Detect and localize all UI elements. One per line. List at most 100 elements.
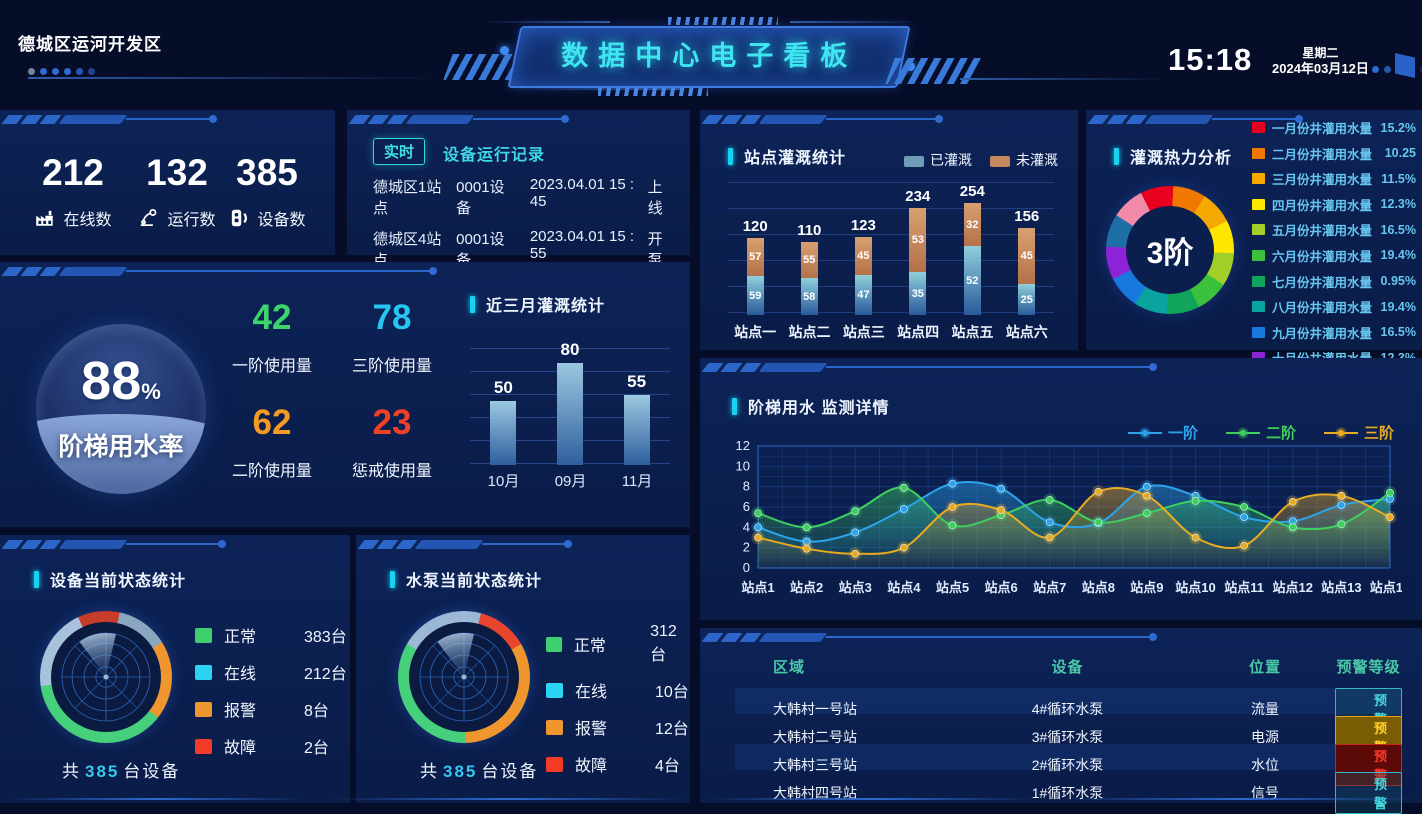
heat-analysis-title: 灌溉热力分析 [1114,144,1232,168]
device-total: 共 385 台设备 [62,757,180,782]
data-point [1045,518,1054,527]
stacked-bar: 110 55 58 [797,222,821,315]
x-axis-label: 站点六 [1005,324,1048,340]
bar: 53 35 [909,208,927,315]
page-title: 数据中心电子看板 [561,41,858,71]
panel-top-decoration [1,538,226,550]
legend-value: 10台 [655,684,689,701]
data-point [1288,498,1297,506]
legend-value: 2台 [304,740,329,757]
data-point [1191,497,1200,505]
svg-text:站点3: 站点3 [839,580,872,595]
tier3-usage: 78 三阶使用量 [351,298,432,375]
legend-label: 六月份井灌用水量 [1272,249,1373,264]
stacked-chart-grid [728,182,1054,315]
date-block: 星期二 2024年03月12日 [1272,45,1369,77]
bar-total-label: 234 [905,188,931,205]
legend-value: 0.95% [1380,274,1416,289]
data-point [802,523,811,532]
cell-position: 信号 [1251,785,1279,801]
legend-item: 一阶 [1126,422,1198,443]
legend-label: 故障 [575,758,608,775]
legend-label: 八月份井灌用水量 [1272,301,1373,316]
header-line-right [960,78,1170,80]
panel-tier-monitor: 阶梯用水 监测详情 一阶 二阶 三阶 0 2 4 6 8 10 12 站点1 站点2 站点3 站点4 站点… [700,358,1422,620]
mini-bar: 50 [490,378,517,465]
title-accent [732,397,737,415]
pump-status-ring-chart [398,611,530,743]
svg-text:6: 6 [743,499,750,514]
legend-label: 故障 [224,740,257,757]
grid-line [728,312,1054,313]
donut-center-label: 3阶 [1146,237,1194,270]
legend-swatch [195,627,212,643]
bottom-line [1060,798,1416,800]
data-point [997,484,1005,493]
svg-text:10: 10 [736,458,750,473]
unirrigated-segment: 45 [854,237,872,275]
data-point [948,479,957,488]
data-point [1143,509,1151,517]
alarm-badge: 预警 [1335,744,1403,786]
heat-legend-item: 六月份井灌用水量 19.4% [1252,246,1416,265]
legend-swatch [546,719,563,735]
irrigated-segment: 52 [963,246,981,315]
legend-label: 三阶 [1363,425,1394,442]
radar-chart [419,632,509,722]
data-point [997,506,1005,514]
device-status-title: 设备当前状态统计 [34,567,186,591]
stacked-bar: 254 32 52 [960,183,985,315]
unirrigated-segment: 45 [1018,228,1036,284]
status-legend-item: 正常 312台 [546,623,690,665]
header-line-left2 [500,88,680,90]
stat-running: 132 运行数 [122,152,232,230]
data-point [1143,491,1151,500]
bar-total-label: 254 [959,183,985,200]
heat-legend-item: 三月份井灌用水量 11.5% [1252,169,1416,188]
panel-pump-status: 水泵当前状态统计 正常 312台 在线 10台 报警 12台 故障 4台 共 385 台设备 [356,535,690,803]
status-legend-item: 正常 383台 [195,623,347,647]
total-count: 385 [443,762,478,781]
corner-accent [1395,53,1415,78]
legend-value: 19.4% [1380,299,1416,314]
bottom-line [330,798,686,800]
panel-site-irrigation: 站点灌溉统计 已灌溉 未灌溉 120 57 59 110 55 58 123 45 47 234 53… [700,110,1078,350]
weekday-label: 星期二 [1302,46,1339,60]
radar-display [51,622,161,732]
panel-top-decoration [348,113,569,125]
legend-swatch [546,756,563,772]
legend-swatch [990,155,1010,167]
heat-legend-item: 九月份井灌用水量 16.5% [1252,323,1416,342]
region-title: 德城区运河开发区 [18,35,162,54]
grid-line [728,260,1054,261]
title-accent [34,570,39,588]
unirrigated-segment: 32 [963,203,981,246]
header-stripes-right [885,58,981,84]
data-point [899,543,908,552]
grid-line [728,208,1054,209]
legend-label: 在线 [575,684,608,701]
legend-value: 312台 [650,623,677,664]
stacked-bar: 234 53 35 [905,188,930,315]
legend-item: 已灌溉 [904,150,972,170]
panel-top-decoration [1087,113,1304,125]
tier-monitor-title: 阶梯用水 监测详情 [732,394,889,418]
legend-item: 三阶 [1322,422,1394,443]
table-row: 大韩村三号站 2#循环水泵 水位 预警 [735,744,1403,786]
devices-label: 设备数 [257,212,306,229]
x-axis-label: 11月 [621,473,653,490]
legend-label: 一阶 [1167,425,1198,442]
legend-value: 12.3% [1380,197,1416,212]
legend-label: 九月份井灌用水量 [1272,326,1373,341]
site-irrigation-title: 站点灌溉统计 [728,144,846,168]
plate-dot-left [500,46,509,55]
cell-area: 大韩村三号站 [773,757,857,773]
heat-legend-item: 五月份井灌用水量 16.5% [1252,220,1416,239]
total-suffix: 台设备 [123,762,181,781]
panel-online-stats: 212 在线数 132 运行数 385 设备数 [0,110,335,255]
legend-swatch [1252,198,1265,210]
tier2-usage: 62 二阶使用量 [231,403,312,480]
online-count: 212 [42,152,104,193]
bar-value-label: 80 [560,340,580,359]
svg-text:站点2: 站点2 [790,580,823,595]
